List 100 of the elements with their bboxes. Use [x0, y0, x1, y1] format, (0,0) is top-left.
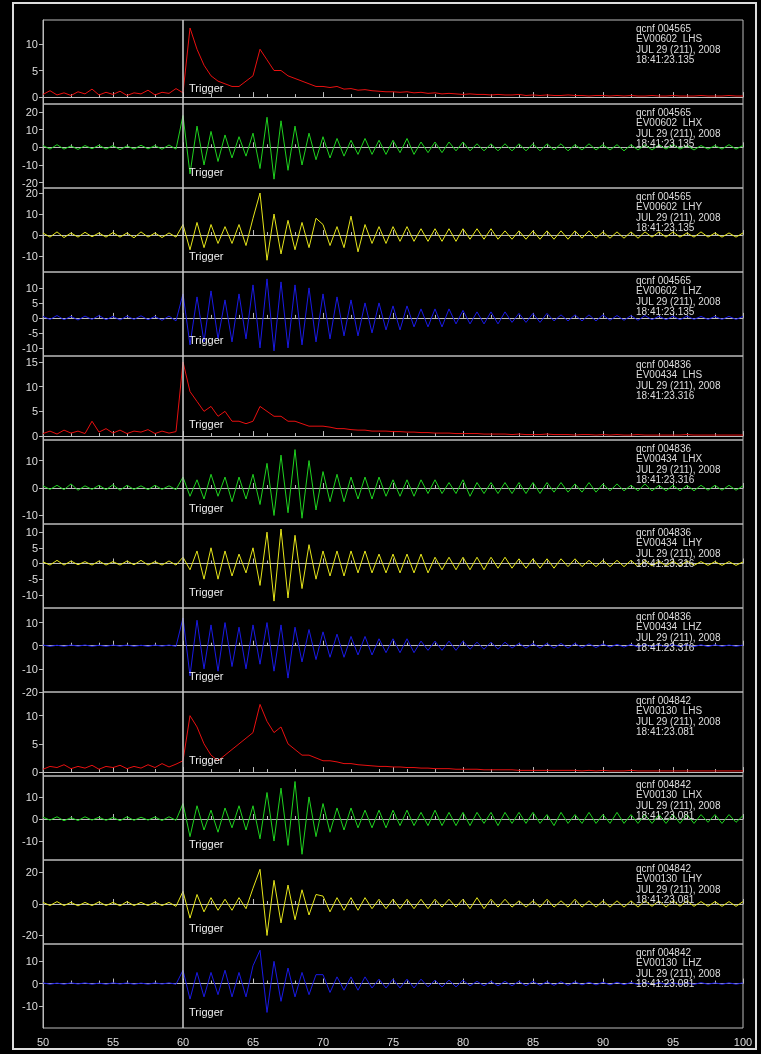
x-tick-label: 75: [386, 1035, 400, 1048]
y-tick-label: 10: [25, 955, 38, 968]
annotation: EV00602 LHY: [636, 201, 703, 212]
x-tick-label: 65: [246, 1035, 260, 1048]
annotation: qcnf 004565: [636, 22, 692, 34]
annotation: JUL 29 (211), 2008: [636, 967, 721, 979]
annotation: EV00130 LHX: [636, 789, 703, 800]
x-tick-label: 50: [36, 1035, 50, 1048]
ref-line-label: Trigger: [189, 417, 224, 430]
y-tick-label: 20: [25, 105, 38, 118]
annotation: qcnf 004565: [636, 106, 692, 118]
y-tick-label: 0: [31, 812, 38, 825]
annotation: 18:41:23.081: [636, 894, 695, 905]
annotation: qcnf 004842: [636, 862, 692, 874]
annotation: EV00434 LHZ: [636, 621, 702, 632]
line-series: [42, 528, 744, 602]
annotation: JUL 29 (211), 2008: [636, 799, 721, 811]
y-tick-label: -10: [22, 159, 38, 172]
ref-line-label: Trigger: [189, 753, 224, 766]
y-tick-label: -20: [22, 929, 38, 942]
x-tick-label: 70: [316, 1035, 330, 1048]
ref-line-label: Trigger: [189, 921, 224, 934]
annotation: EV00602 LHS: [636, 33, 703, 44]
ref-line-label: Trigger: [189, 81, 224, 94]
annotation: 18:41:23.135: [636, 222, 695, 233]
y-tick-label: 5: [31, 64, 38, 77]
annotation: qcnf 004842: [636, 694, 692, 706]
annotation: JUL 29 (211), 2008: [636, 715, 721, 727]
annotation: EV00434 LHX: [636, 453, 703, 464]
annotation: JUL 29 (211), 2008: [636, 631, 721, 643]
ref-line-label: Trigger: [189, 585, 224, 598]
y-tick-label: -10: [22, 250, 38, 263]
annotation: qcnf 004842: [636, 778, 692, 790]
y-tick-label: 0: [31, 557, 38, 570]
x-tick-label: 85: [526, 1035, 540, 1048]
x-tick-label: 60: [176, 1035, 190, 1048]
y-tick-label: -10: [22, 341, 38, 354]
y-tick-label: 10: [25, 380, 38, 393]
ref-line-label: Trigger: [189, 249, 224, 262]
y-tick-label: 5: [31, 296, 38, 309]
y-tick-label: 0: [31, 430, 38, 443]
annotation: qcnf 004836: [636, 358, 692, 370]
ref-line-label: Trigger: [189, 501, 224, 514]
annotation: 18:41:23.135: [636, 138, 695, 149]
y-tick-label: 15: [25, 355, 38, 368]
line-series: [42, 781, 744, 855]
x-tick-label: 90: [596, 1035, 610, 1048]
y-tick-label: 0: [31, 897, 38, 910]
y-tick-label: 0: [31, 141, 38, 154]
annotation: qcnf 004836: [636, 610, 692, 622]
annotation: qcnf 004842: [636, 946, 692, 958]
y-tick-label: 5: [31, 541, 38, 554]
annotation: EV00130 LHS: [636, 705, 703, 716]
annotation: EV00130 LHZ: [636, 957, 702, 968]
ref-line-label: Trigger: [189, 165, 224, 178]
y-tick-label: -10: [22, 662, 38, 675]
annotation: JUL 29 (211), 2008: [636, 211, 721, 223]
y-tick-label: 10: [25, 616, 38, 629]
ref-line-label: Trigger: [189, 837, 224, 850]
annotation: 18:41:23.316: [636, 390, 695, 401]
y-tick-label: 0: [31, 482, 38, 495]
y-tick-label: 0: [31, 639, 38, 652]
annotation: EV00130 LHY: [636, 873, 703, 884]
y-tick-label: 10: [25, 37, 38, 50]
y-tick-label: -10: [22, 509, 38, 522]
y-tick-label: -20: [22, 176, 38, 189]
x-tick-label: 95: [666, 1035, 680, 1048]
ref-line-label: Trigger: [189, 669, 224, 682]
annotation: JUL 29 (211), 2008: [636, 883, 721, 895]
y-tick-label: 10: [25, 526, 38, 539]
x-tick-label: 100: [733, 1035, 753, 1048]
y-tick-label: 0: [31, 977, 38, 990]
y-tick-label: 10: [25, 208, 38, 221]
line-series: [42, 278, 744, 352]
y-tick-label: 0: [31, 311, 38, 324]
annotation: JUL 29 (211), 2008: [636, 379, 721, 391]
annotation: qcnf 004565: [636, 274, 692, 286]
annotation: JUL 29 (211), 2008: [636, 547, 721, 559]
y-tick-label: -5: [28, 326, 38, 339]
annotation: 18:41:23.081: [636, 726, 695, 737]
y-tick-label: 5: [31, 405, 38, 418]
y-tick-label: 10: [25, 123, 38, 136]
y-tick-label: 20: [25, 866, 38, 879]
y-tick-label: -20: [22, 686, 38, 698]
y-tick-label: 20: [25, 187, 38, 200]
y-tick-label: 0: [31, 766, 38, 779]
annotation: qcnf 004836: [636, 526, 692, 538]
annotation: JUL 29 (211), 2008: [636, 43, 721, 55]
annotation: EV00434 LHY: [636, 537, 703, 548]
y-tick-label: 10: [25, 790, 38, 803]
annotation: JUL 29 (211), 2008: [636, 463, 721, 475]
annotation: 18:41:23.135: [636, 306, 695, 317]
y-tick-label: 0: [31, 91, 38, 104]
ref-line-label: Trigger: [189, 1005, 224, 1018]
annotation: EV00602 LHZ: [636, 285, 702, 296]
annotation: qcnf 004836: [636, 442, 692, 454]
annotation: 18:41:23.135: [636, 54, 695, 65]
y-tick-label: -5: [28, 573, 38, 586]
annotation: EV00602 LHX: [636, 117, 703, 128]
line-series: [42, 192, 744, 261]
